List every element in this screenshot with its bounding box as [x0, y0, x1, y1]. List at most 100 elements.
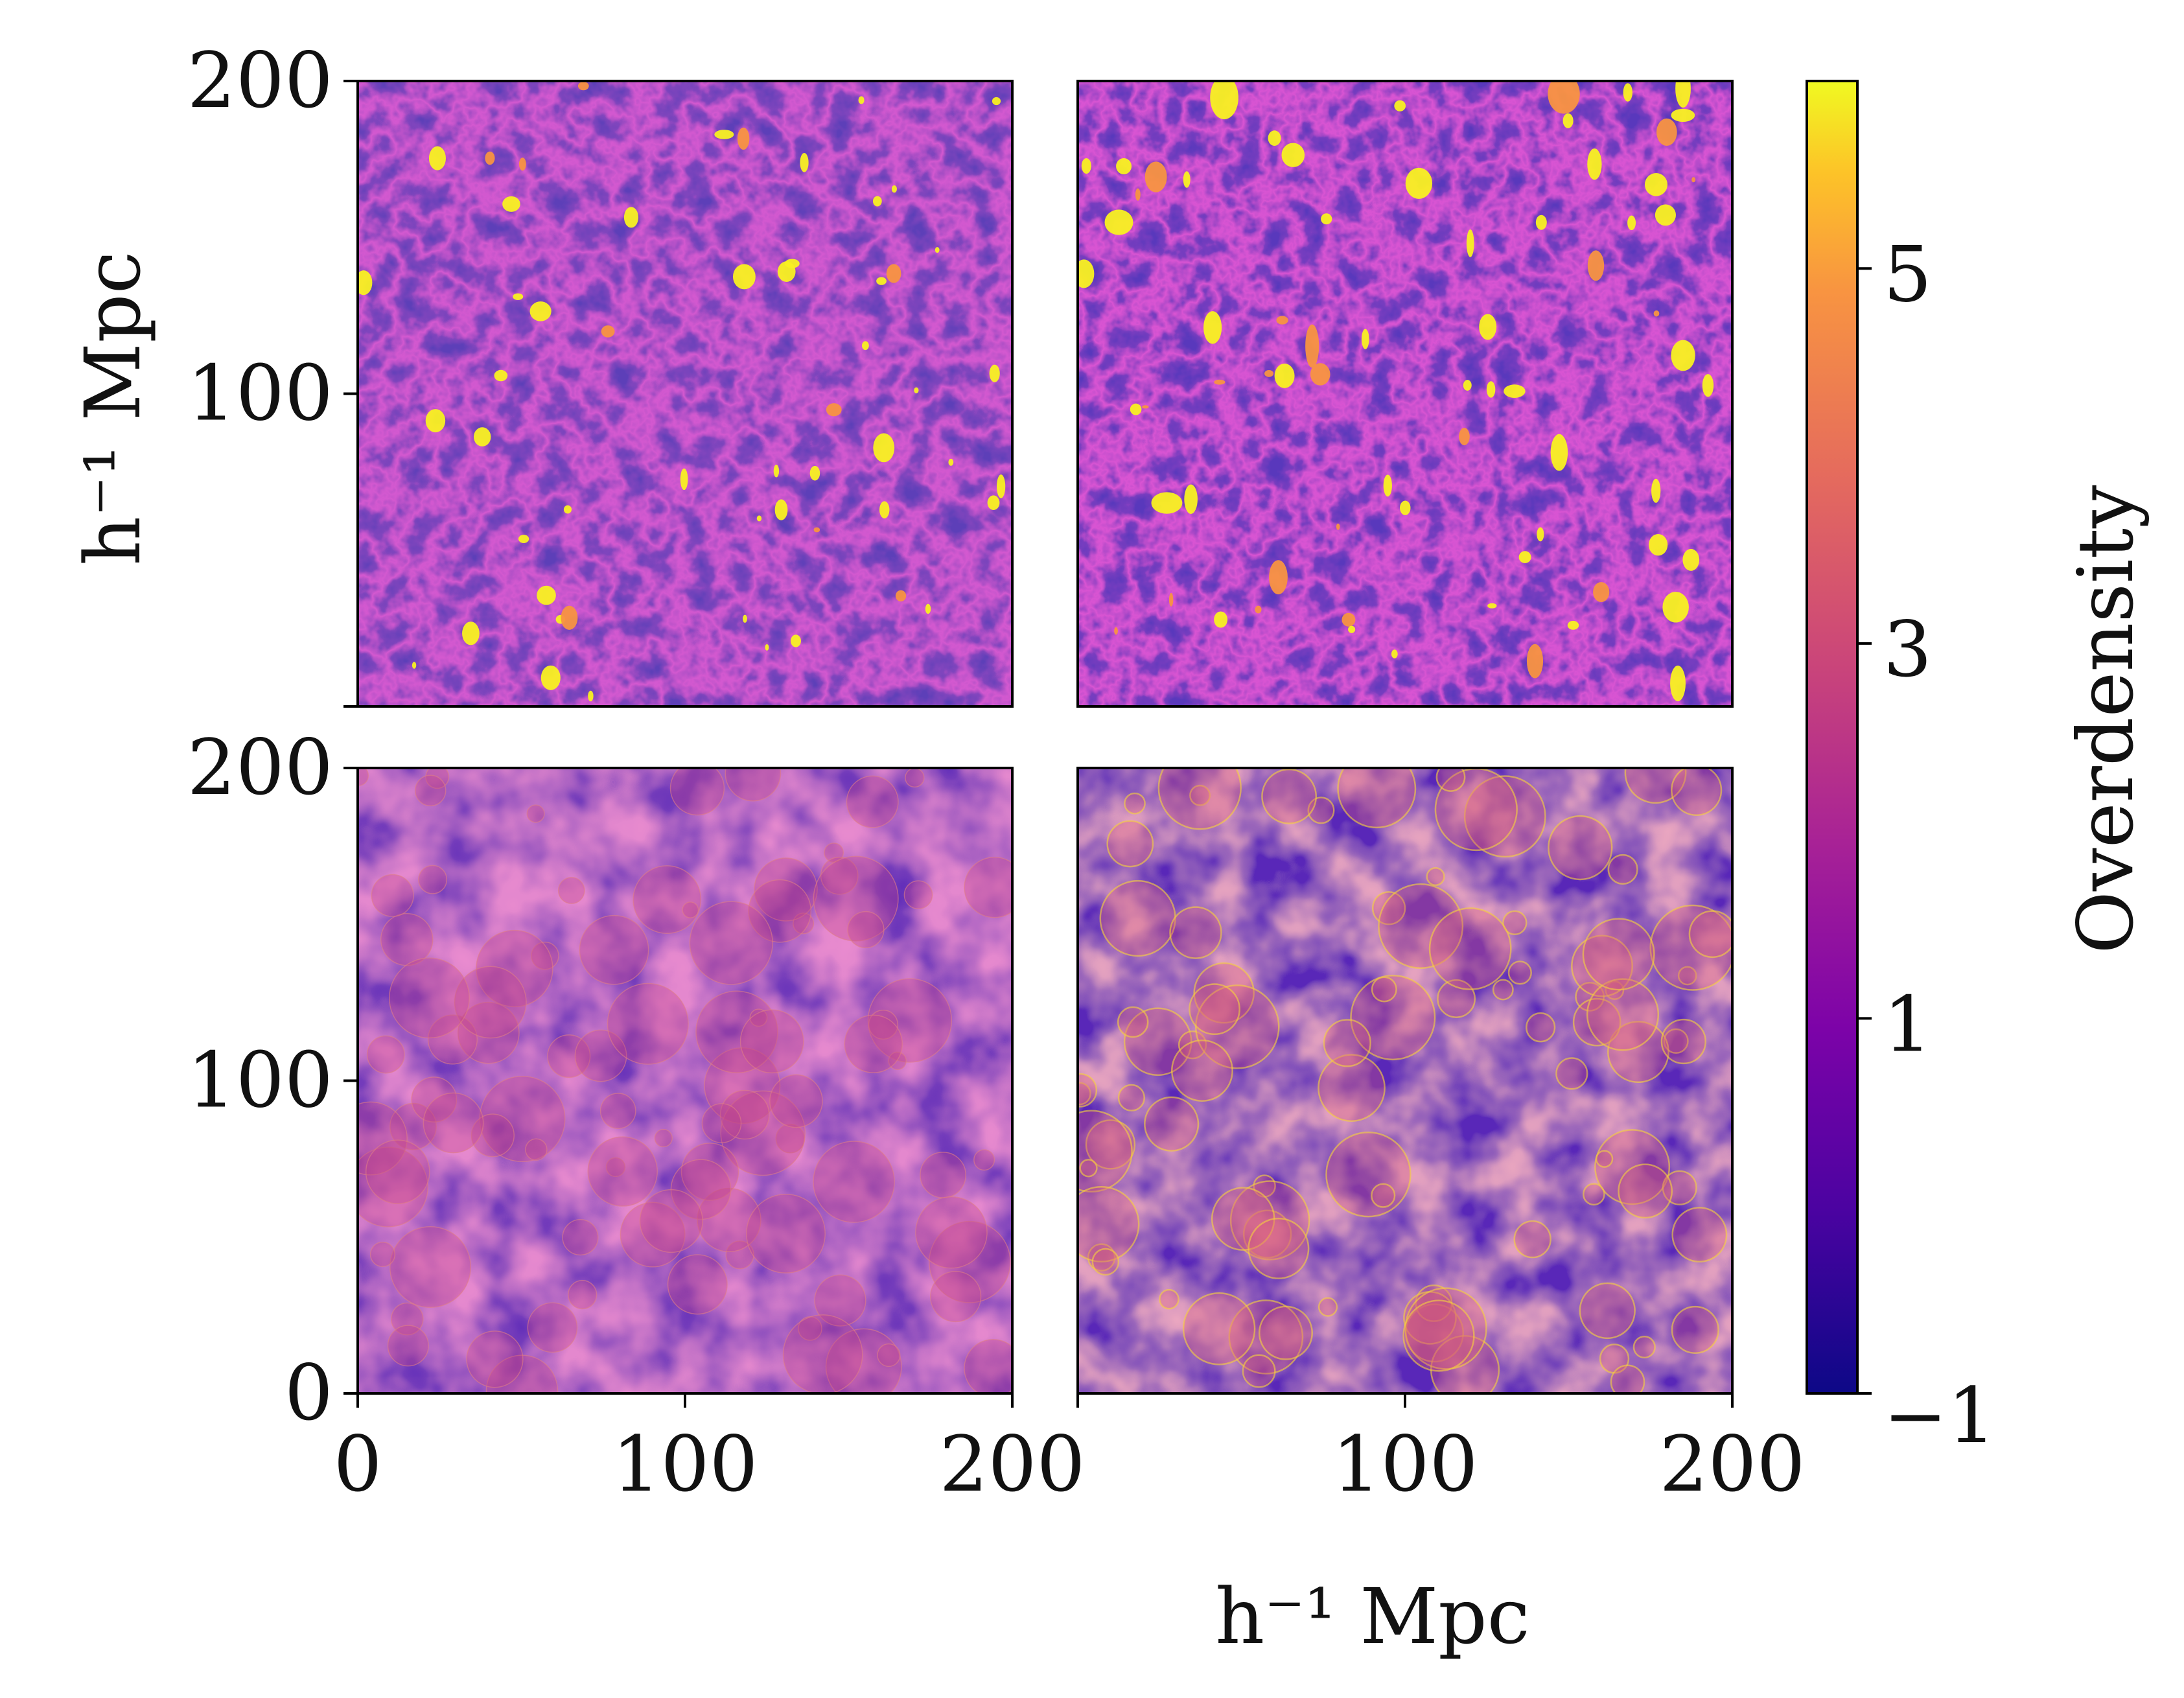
bubble-cell: [701, 1103, 742, 1143]
bubble-cell: [1371, 1183, 1396, 1208]
x-tick-label: 100: [612, 1419, 758, 1509]
bubble-cell: [782, 1314, 863, 1393]
bubble-cell: [1323, 1019, 1371, 1067]
bubble-cell: [454, 966, 527, 1039]
halo-knot: [1255, 605, 1262, 614]
bubble-cell: [915, 1196, 988, 1269]
halo-knot: [1463, 380, 1472, 391]
halo-knot: [1459, 428, 1470, 446]
bubble-cell: [371, 874, 414, 917]
halo-knot: [680, 468, 688, 491]
bubble-cell: [1258, 1305, 1313, 1360]
halo-knot: [948, 458, 954, 466]
halo-knot: [826, 403, 842, 417]
halo-knot: [1116, 158, 1132, 175]
bubble-cell: [1318, 1297, 1338, 1317]
density-field: [1078, 81, 1732, 706]
y-axis-title: h⁻¹ Mpc: [68, 251, 157, 566]
bubble-cell: [423, 1092, 484, 1154]
bubble-cell: [680, 1143, 739, 1201]
bubble-cell: [1660, 1018, 1706, 1065]
bubble-cell: [389, 1226, 472, 1308]
halo-knot: [1682, 548, 1700, 571]
bubble-cell: [739, 1009, 804, 1074]
bubble-cell: [1371, 976, 1397, 1003]
halo-knot: [513, 293, 524, 301]
bubble-cell: [639, 1189, 703, 1253]
bubble-cell: [1078, 1073, 1098, 1108]
bubble-cell: [1548, 815, 1613, 881]
bubble-cell: [769, 1074, 823, 1128]
bubble-cell: [1106, 820, 1154, 868]
halo-knot: [1662, 592, 1689, 623]
halo-knot: [1671, 340, 1695, 371]
bubble-cell: [1242, 1354, 1276, 1388]
halo-knot: [1623, 83, 1632, 102]
x-tick-label: 200: [939, 1419, 1085, 1509]
bubble-cell: [358, 1146, 428, 1227]
halo-knot: [861, 341, 869, 351]
bubble-cell: [1087, 1243, 1116, 1272]
halo-knot: [774, 499, 788, 520]
halo-knot: [809, 465, 820, 481]
bubble-cell: [466, 1331, 524, 1388]
bubble-cell: [599, 1093, 636, 1129]
halo-knot: [1281, 143, 1305, 167]
halo-knot: [784, 259, 800, 268]
bubble-cell: [1607, 854, 1638, 885]
halo-knot: [1518, 551, 1531, 563]
halo-knot: [1268, 130, 1281, 146]
bubble-cell: [1428, 907, 1512, 990]
bubble-cell: [387, 1325, 429, 1367]
bubble-cell: [476, 929, 553, 1008]
halo-knot: [1321, 213, 1332, 225]
bubble-cell: [568, 1280, 598, 1310]
bubble-cell: [930, 1270, 982, 1323]
halo-knot: [1466, 229, 1474, 257]
bubble-cell: [746, 1194, 826, 1274]
halo-knot: [1655, 204, 1676, 226]
bubble-cell: [689, 901, 773, 985]
bubble-cell: [1677, 966, 1697, 986]
halo-knot: [935, 247, 940, 253]
halo-knot: [1214, 379, 1226, 385]
bubble-cell: [414, 774, 447, 807]
bubble-cell: [366, 1035, 405, 1074]
bubble-cell: [847, 911, 885, 949]
halo-knot: [1562, 113, 1574, 128]
bubble-cell: [669, 768, 725, 816]
halo-knot: [1114, 627, 1118, 635]
colorbar-title: Overdensity: [2061, 485, 2150, 954]
colorbar-tick-label: −1: [1883, 1371, 1996, 1460]
bubble-cell: [1117, 1084, 1145, 1111]
bubble-cell: [1688, 910, 1732, 959]
density-field: [358, 81, 1012, 706]
bubble-cell: [964, 856, 1012, 918]
bubble-cell: [526, 804, 545, 823]
halo-knot: [1400, 500, 1411, 515]
bubble-cell: [1378, 883, 1464, 970]
bubble-cell: [903, 880, 933, 910]
colorbar-gradient: [1807, 81, 1857, 1393]
bubble-cell: [1124, 792, 1146, 815]
panel-0-0: [358, 81, 1012, 706]
halo-knot: [992, 97, 1001, 106]
bubble-cell: [813, 1141, 895, 1223]
bubble-cell: [825, 1328, 902, 1393]
halo-knot: [601, 325, 615, 338]
halo-knot: [1130, 403, 1142, 415]
bubble-cell: [369, 1241, 396, 1268]
halo-knot: [537, 585, 556, 605]
bubble-cell: [877, 1343, 901, 1367]
halo-knot: [1656, 118, 1677, 146]
halo-knot: [858, 96, 865, 104]
halo-knot: [518, 157, 526, 171]
bubble-cell: [1091, 1248, 1120, 1276]
halo-knot: [1151, 492, 1183, 514]
halo-knot: [1342, 612, 1356, 627]
panel-frame: [1076, 80, 1734, 708]
bubble-cell: [682, 901, 699, 918]
halo-knot: [1348, 625, 1356, 633]
halo-knot: [1691, 177, 1696, 183]
bubble-cell: [525, 1138, 548, 1161]
